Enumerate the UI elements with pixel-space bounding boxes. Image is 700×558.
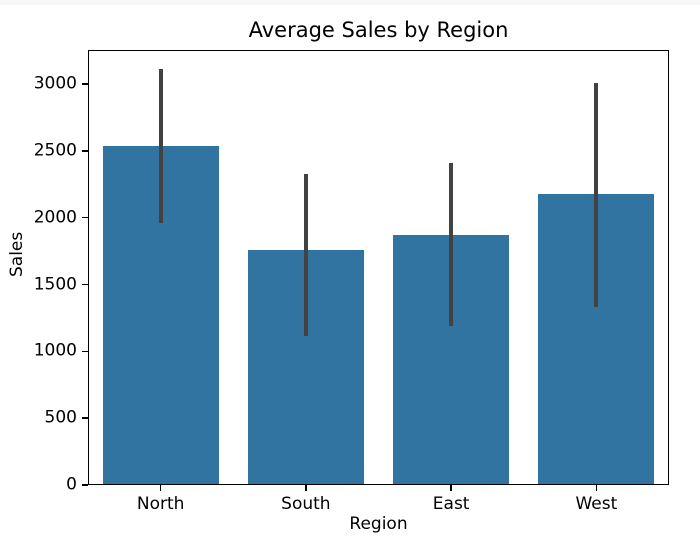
y-tick-label: 2500 [33, 140, 77, 161]
y-tick-mark [82, 283, 88, 286]
y-axis-label: Sales [7, 231, 27, 277]
y-tick-label: 3000 [33, 73, 77, 94]
y-tick-mark [82, 417, 88, 419]
window-edge-strip [0, 0, 700, 5]
x-tick-mark [305, 485, 307, 491]
chart-title: Average Sales by Region [248, 18, 509, 42]
y-tick-mark [82, 150, 88, 152]
y-tick-label: 2000 [33, 207, 77, 228]
error-bar-south [303, 173, 308, 336]
x-axis-label: Region [349, 514, 408, 534]
y-tick-label: 1500 [33, 274, 77, 295]
y-tick-label: 1000 [33, 340, 77, 361]
y-tick-label: 500 [44, 407, 77, 428]
y-tick-label: 0 [66, 474, 77, 495]
y-tick-mark [82, 216, 88, 219]
x-tick-label-east: East [432, 494, 470, 514]
x-tick-mark [450, 485, 452, 491]
error-bar-east [449, 162, 454, 326]
y-tick-mark [82, 350, 88, 353]
y-tick-mark [82, 484, 88, 486]
error-bar-west [594, 82, 599, 308]
x-tick-label-west: West [575, 494, 618, 514]
x-tick-label-south: South [281, 494, 331, 514]
y-tick-mark [82, 83, 88, 85]
x-tick-mark [595, 485, 598, 491]
x-tick-label-north: North [136, 494, 185, 514]
error-bar-north [158, 68, 163, 224]
x-tick-mark [159, 485, 162, 491]
